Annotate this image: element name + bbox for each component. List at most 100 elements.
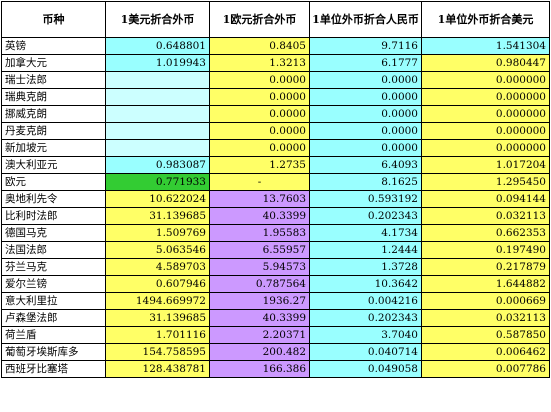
currency-name-cell: 芬兰马克: [1, 258, 106, 276]
rate-cell: 6.55957: [209, 241, 310, 259]
rate-cell: 31.139685: [105, 309, 210, 327]
rate-cell: 0.007786: [421, 360, 550, 378]
rate-cell: 0.202343: [309, 309, 422, 327]
rate-cell: 0.0000: [309, 105, 422, 123]
rate-cell: 0.648801: [105, 37, 210, 55]
rate-cell: 1936.27: [209, 292, 310, 310]
currency-name-cell: 奥地利先令: [1, 190, 106, 208]
currency-name-cell: 爱尔兰镑: [1, 275, 106, 293]
table-row: 欧元 0.771933-8.1625 1.295450: [1, 173, 550, 191]
rate-cell: 1.2444: [309, 241, 422, 259]
currency-name-cell: 新加坡元: [1, 139, 106, 157]
rate-cell: 1.019943: [105, 54, 210, 72]
rate-cell: 1.295450: [421, 173, 550, 191]
rates-table-container: 币种 1美元折合外币 1欧元折合外币 1单位外币折合人民币 1单位外币折合美元 …: [1, 1, 550, 378]
table-row: 新加坡元 0.0000 0.0000 0.000000: [1, 139, 550, 157]
rate-cell: 1.3728: [309, 258, 422, 276]
table-row: 挪威克朗 0.0000 0.0000 0.000000: [1, 105, 550, 123]
rate-cell: 40.3399: [209, 207, 310, 225]
rate-cell: 40.3399: [209, 309, 310, 327]
currency-name-cell: 意大利里拉: [1, 292, 106, 310]
rate-cell: 6.1777: [309, 54, 422, 72]
rate-cell: 0.980447: [421, 54, 550, 72]
table-row: 意大利里拉 1494.669972 1936.27 0.004216 0.000669: [1, 292, 550, 310]
header-eur-to-foreign: 1欧元折合外币: [209, 1, 310, 38]
rate-cell: 0.0000: [209, 122, 310, 140]
rate-cell: 4.589703: [105, 258, 210, 276]
rate-cell: 4.1734: [309, 224, 422, 242]
table-row: 丹麦克朗 0.0000 0.0000 0.000000: [1, 122, 550, 140]
header-usd-to-foreign: 1美元折合外币: [105, 1, 210, 38]
rate-cell: 0.0000: [309, 122, 422, 140]
rate-cell: 0.000000: [421, 88, 550, 106]
header-foreign-to-cny: 1单位外币折合人民币: [309, 1, 422, 38]
table-row: 奥地利先令 10.622024 13.7603 0.593192 0.094144: [1, 190, 550, 208]
rate-cell: 6.4093: [309, 156, 422, 174]
rate-cell: 0.0000: [309, 88, 422, 106]
rate-cell: 1.644882: [421, 275, 550, 293]
rate-cell: 0.593192: [309, 190, 422, 208]
rate-cell: 0.0000: [309, 139, 422, 157]
rate-cell: 0.8405: [209, 37, 310, 55]
table-row: 法国法郎 5.063546 6.55957 1.2444 0.197490: [1, 241, 550, 259]
rate-cell: 0.983087: [105, 156, 210, 174]
rate-cell: 0.0000: [209, 88, 310, 106]
rate-cell: 0.0000: [209, 71, 310, 89]
table-row: 瑞典克朗 0.0000 0.0000 0.000000: [1, 88, 550, 106]
rate-cell: 1.017204: [421, 156, 550, 174]
rate-cell: 0.040714: [309, 343, 422, 361]
rate-cell: 0.0000: [209, 139, 310, 157]
rate-cell: 5.063546: [105, 241, 210, 259]
exchange-rate-table: 币种 1美元折合外币 1欧元折合外币 1单位外币折合人民币 1单位外币折合美元 …: [1, 1, 550, 378]
rate-cell: 1.95583: [209, 224, 310, 242]
rate-cell: 0.006462: [421, 343, 550, 361]
rate-cell: 0.004216: [309, 292, 422, 310]
table-row: 卢森堡法郎 31.139685 40.3399 0.202343 0.032113: [1, 309, 550, 327]
rate-cell: 0.032113: [421, 207, 550, 225]
currency-name-cell: 卢森堡法郎: [1, 309, 106, 327]
currency-name-cell: 西班牙比塞塔: [1, 360, 106, 378]
rate-cell: 1.3213: [209, 54, 310, 72]
currency-name-cell: 法国法郎: [1, 241, 106, 259]
rate-cell: 200.482: [209, 343, 310, 361]
currency-name-cell: 荷兰盾: [1, 326, 106, 344]
rate-cell: 0.094144: [421, 190, 550, 208]
rate-cell: 0.049058: [309, 360, 422, 378]
rate-cell: 8.1625: [309, 173, 422, 191]
table-row: 西班牙比塞塔 128.438781 166.386 0.049058 0.007786: [1, 360, 550, 378]
rate-cell: 128.438781: [105, 360, 210, 378]
rate-cell: 0.662353: [421, 224, 550, 242]
rate-cell: 0.000669: [421, 292, 550, 310]
table-row: 澳大利亚元 0.983087 1.2735 6.4093 1.017204: [1, 156, 550, 174]
rate-cell: 0.000000: [421, 122, 550, 140]
rate-cell: 0.771933: [105, 173, 210, 191]
rate-cell: 10.3642: [309, 275, 422, 293]
table-row: 德国马克 1.509769 1.95583 4.1734 0.662353: [1, 224, 550, 242]
header-row: 币种 1美元折合外币 1欧元折合外币 1单位外币折合人民币 1单位外币折合美元: [1, 1, 550, 38]
rate-cell: 0.217879: [421, 258, 550, 276]
table-row: 瑞士法郎 0.0000 0.0000 0.000000: [1, 71, 550, 89]
rate-cell: 31.139685: [105, 207, 210, 225]
header-currency: 币种: [1, 1, 106, 38]
currency-name-cell: 丹麦克朗: [1, 122, 106, 140]
currency-name-cell: 比利时法郎: [1, 207, 106, 225]
rate-cell: 166.386: [209, 360, 310, 378]
currency-name-cell: 葡萄牙埃斯库多: [1, 343, 106, 361]
table-row: 加拿大元 1.019943 1.3213 6.1777 0.980447: [1, 54, 550, 72]
rate-cell: 1.2735: [209, 156, 310, 174]
table-row: 荷兰盾 1.701116 2.20371 3.7040 0.587850: [1, 326, 550, 344]
rate-cell: [105, 88, 210, 106]
currency-name-cell: 英镑: [1, 37, 106, 55]
currency-name-cell: 瑞士法郎: [1, 71, 106, 89]
rate-cell: 0.587850: [421, 326, 550, 344]
rate-cell: 1.509769: [105, 224, 210, 242]
header-foreign-to-usd: 1单位外币折合美元: [421, 1, 550, 38]
table-row: 爱尔兰镑 0.607946 0.787564 10.3642 1.644882: [1, 275, 550, 293]
currency-name-cell: 瑞典克朗: [1, 88, 106, 106]
rate-cell: [105, 105, 210, 123]
table-row: 英镑 0.648801 0.8405 9.7116 1.541304: [1, 37, 550, 55]
rate-cell: 1.701116: [105, 326, 210, 344]
rate-cell: 0.0000: [209, 105, 310, 123]
rate-cell: 0.000000: [421, 139, 550, 157]
rate-cell: -: [209, 173, 310, 191]
